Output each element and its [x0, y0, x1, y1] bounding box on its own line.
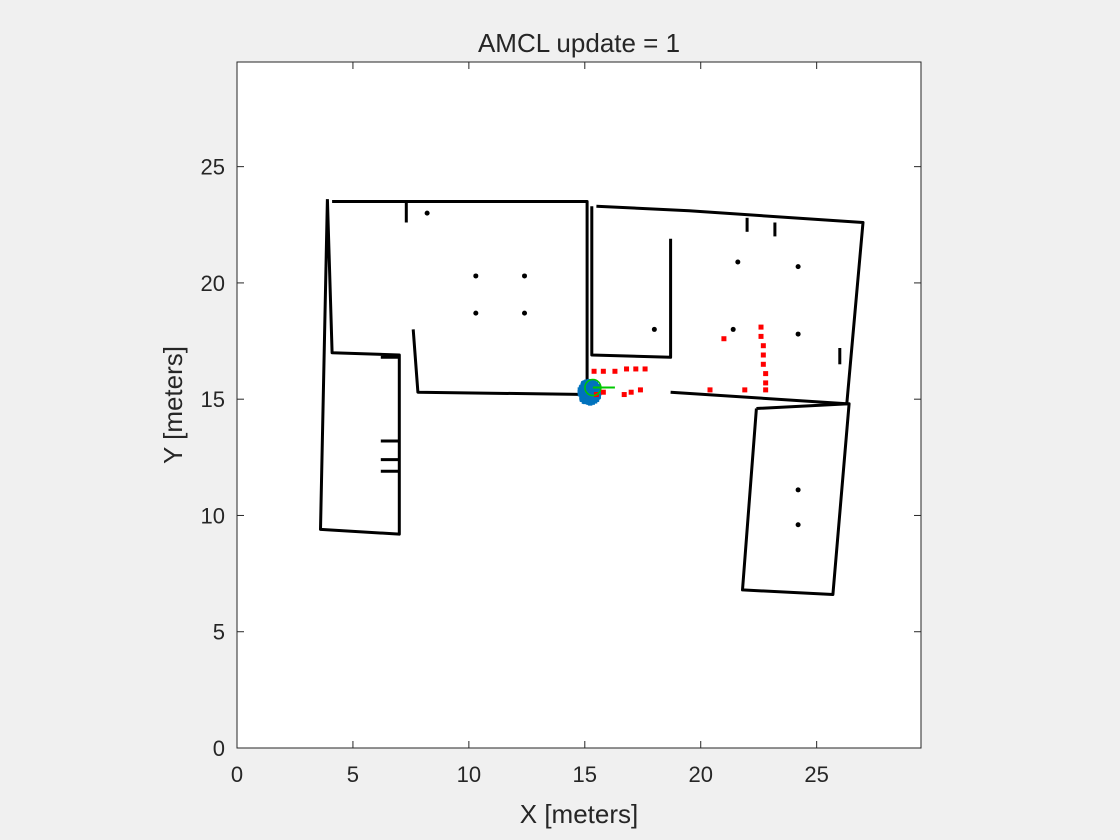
particle [589, 397, 594, 402]
scan-point-18 [760, 361, 766, 367]
map-wall-0 [319, 199, 401, 536]
scan-point-12 [742, 387, 748, 393]
map-obstacle-9 [795, 331, 801, 337]
scan-point-17 [760, 352, 766, 358]
scan-point-11 [707, 387, 713, 393]
scan-point-0 [591, 368, 597, 374]
scan-point-4 [633, 366, 639, 372]
scan-point-15 [758, 333, 764, 339]
x-tick-label: 10 [457, 762, 481, 787]
particle [596, 388, 601, 393]
particle [579, 397, 584, 402]
scan-point-7 [600, 389, 606, 395]
scan-point-14 [758, 324, 764, 330]
map-obstacle-11 [795, 522, 801, 528]
particle [586, 400, 591, 405]
map-obstacle-2 [735, 259, 741, 265]
y-tick-label: 20 [201, 271, 225, 296]
scan-point-9 [628, 389, 634, 395]
pose-estimate [584, 378, 615, 397]
particle [594, 388, 599, 393]
map-obstacle-3 [795, 264, 801, 270]
particle [590, 382, 595, 387]
particle [585, 394, 590, 399]
scan-point-13 [721, 336, 727, 342]
map-obstacle-7 [522, 310, 528, 316]
scan-point-10 [637, 387, 643, 393]
particle [595, 384, 600, 389]
y-tick-label: 25 [201, 155, 225, 180]
y-tick-label: 15 [201, 387, 225, 412]
x-tick-label: 5 [347, 762, 359, 787]
x-axis-ticks: 0 5 10 15 20 25 [231, 62, 829, 787]
plot-axes: 0 5 10 15 20 25 0 5 10 15 20 25 [201, 61, 922, 787]
chart-title: AMCL update = 1 [478, 28, 680, 58]
scan-point-16 [760, 343, 766, 349]
particle [580, 385, 585, 390]
map-obstacle-8 [730, 326, 736, 332]
laser-scan [591, 324, 769, 398]
y-axis-ticks: 0 5 10 15 20 25 [201, 155, 921, 761]
particle [589, 391, 594, 396]
scan-point-19 [763, 371, 769, 377]
scan-point-1 [600, 368, 606, 374]
map-obstacle-5 [522, 273, 528, 279]
map-wall-3 [590, 206, 673, 359]
y-tick-label: 10 [201, 503, 225, 528]
particle [589, 388, 594, 393]
y-tick-label: 5 [213, 620, 225, 645]
axes-box [236, 61, 922, 749]
particle [580, 391, 585, 396]
particle-cloud [577, 378, 602, 406]
particle [584, 382, 589, 387]
x-tick-label: 15 [573, 762, 597, 787]
map-wall-4 [741, 402, 851, 596]
x-axis-label: X [meters] [520, 799, 638, 829]
scan-point-2 [612, 368, 618, 374]
particle [580, 389, 585, 394]
scan-point-8 [621, 392, 627, 398]
y-tick-label: 0 [213, 736, 225, 761]
map-obstacle-1 [651, 326, 657, 332]
particle [594, 396, 599, 401]
scan-point-3 [624, 366, 630, 372]
scan-point-21 [763, 387, 769, 393]
scan-point-5 [642, 366, 648, 372]
map-obstacle-10 [795, 487, 801, 493]
particle [587, 390, 592, 395]
particle [583, 398, 588, 403]
map-obstacle-4 [473, 273, 479, 279]
x-tick-label: 0 [231, 762, 243, 787]
y-axis-label: Y [meters] [158, 346, 188, 464]
particle [582, 381, 587, 386]
x-tick-label: 20 [688, 762, 712, 787]
particle [594, 381, 599, 386]
occupancy-map [319, 199, 865, 596]
map-obstacle-0 [424, 210, 430, 216]
x-tick-label: 25 [804, 762, 828, 787]
map-wall-2 [596, 204, 865, 406]
scan-point-20 [763, 380, 769, 386]
particle [585, 397, 590, 402]
map-obstacle-6 [473, 310, 479, 316]
particle [589, 380, 594, 385]
